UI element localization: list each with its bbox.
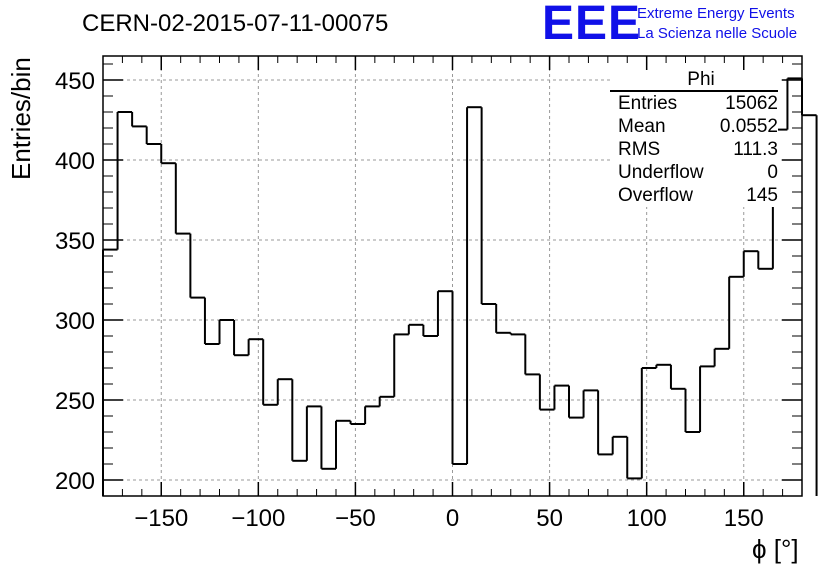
stats-title: Phi — [610, 70, 778, 92]
eee-logo: EEE — [542, 0, 642, 50]
stats-box: Phi Entries 15062 Mean 0.0552 RMS 111.3 Und… — [610, 70, 778, 207]
y-tick-label: 300 — [55, 308, 95, 335]
stats-row: Underflow 0 — [610, 161, 778, 184]
stats-label: RMS — [618, 139, 661, 160]
stats-value: 15062 — [725, 93, 778, 114]
x-tick-label: −150 — [134, 505, 188, 532]
y-tick-label: 250 — [55, 388, 95, 415]
x-tick-label: 0 — [446, 505, 459, 532]
stats-label: Overflow — [618, 185, 693, 206]
stats-label: Entries — [618, 93, 678, 114]
y-tick-label: 200 — [55, 468, 95, 495]
logo-caption: Extreme Energy Events La Scienza nelle S… — [637, 4, 797, 44]
stats-row: Overflow 145 — [610, 184, 778, 207]
x-tick-label: −50 — [335, 505, 376, 532]
stats-value: 0 — [767, 162, 778, 183]
axes: −150 −100 −50 0 50 100 150 200 250 300 350 400 450 — [55, 55, 803, 532]
x-tick-label: 100 — [627, 505, 667, 532]
y-tick-label: 350 — [55, 228, 95, 255]
stats-label: Mean — [618, 116, 666, 137]
stats-row: Mean 0.0552 — [610, 115, 778, 138]
stats-value: 111.3 — [733, 139, 778, 160]
logo-caption-line2: La Scienza nelle Scuole — [637, 25, 798, 42]
stats-row: RMS 111.3 — [610, 138, 778, 161]
y-tick-label: 450 — [55, 68, 95, 95]
x-axis-label: ϕ [°] — [752, 534, 799, 564]
logo-caption-line1: Extreme Energy Events — [637, 5, 795, 22]
stats-row: Entries 15062 — [610, 92, 778, 115]
x-tick-label: 50 — [536, 505, 563, 532]
stats-value: 0.0552 — [719, 116, 778, 137]
x-tick-label: −100 — [231, 505, 285, 532]
y-tick-label: 400 — [55, 148, 95, 175]
stats-label: Underflow — [618, 162, 704, 183]
x-tick-label: 150 — [724, 505, 764, 532]
stats-value: 145 — [746, 185, 778, 206]
chart-title: CERN-02-2015-07-11-00075 — [82, 10, 389, 37]
y-axis-label: Entries/bin — [6, 57, 36, 180]
